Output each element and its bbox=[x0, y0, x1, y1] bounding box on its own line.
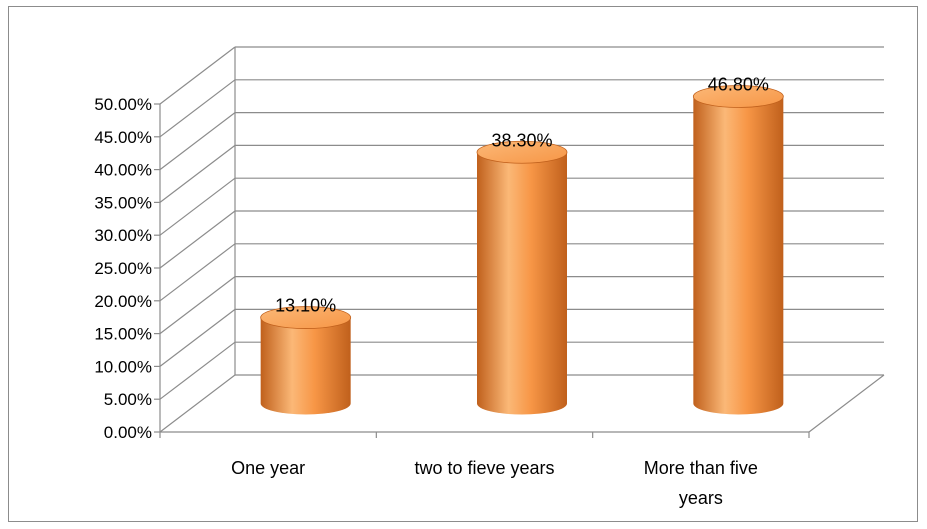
category-label: two to fieve years bbox=[414, 458, 554, 478]
bars bbox=[260, 85, 784, 415]
floor-edge bbox=[808, 374, 885, 433]
bar-top bbox=[260, 306, 352, 329]
y-tick-label: 30.00% bbox=[94, 226, 152, 245]
gridline-side bbox=[159, 308, 236, 367]
data-label: 46.80% bbox=[708, 74, 769, 94]
y-tick-label: 0.00% bbox=[104, 423, 152, 442]
bar-top bbox=[692, 85, 784, 108]
y-tick-label: 35.00% bbox=[94, 193, 152, 212]
y-tick-label: 20.00% bbox=[94, 292, 152, 311]
gridline-side bbox=[159, 46, 236, 105]
y-axis-ticks: 0.00% 5.00% 10.00% 15.00% 20.00% 25.00% 30.00%… bbox=[94, 95, 160, 442]
bar-body bbox=[693, 96, 784, 415]
data-label: 13.10% bbox=[275, 296, 336, 316]
y-tick-label: 50.00% bbox=[94, 95, 152, 114]
x-axis-categories: One year two to fieve years More than five… bbox=[231, 458, 758, 508]
category-label: One year bbox=[231, 458, 305, 478]
category-label: More than five years bbox=[644, 458, 758, 508]
y-tick-label: 5.00% bbox=[104, 390, 152, 409]
bar-2 bbox=[476, 140, 568, 415]
data-labels: 13.10% 38.30% 46.80% bbox=[275, 74, 769, 315]
data-label: 38.30% bbox=[491, 130, 552, 150]
gridline-side bbox=[159, 374, 236, 433]
axes bbox=[159, 47, 885, 438]
gridline-side bbox=[159, 177, 236, 236]
bar-3 bbox=[692, 85, 784, 415]
y-tick-label: 10.00% bbox=[94, 357, 152, 376]
gridline-side bbox=[159, 341, 236, 400]
y-tick-label: 40.00% bbox=[94, 161, 152, 180]
y-tick-label: 45.00% bbox=[94, 128, 152, 147]
bar-body bbox=[260, 317, 351, 415]
gridline-side bbox=[159, 243, 236, 302]
y-tick-label: 25.00% bbox=[94, 259, 152, 278]
gridline-side bbox=[159, 79, 236, 138]
gridline-side bbox=[159, 144, 236, 203]
bar-body bbox=[477, 152, 567, 415]
bar-1 bbox=[260, 306, 352, 415]
gridline-side bbox=[159, 210, 236, 269]
gridline-side bbox=[159, 112, 236, 171]
bar-top bbox=[476, 140, 568, 164]
y-tick-label: 15.00% bbox=[94, 325, 152, 344]
gridline-side bbox=[159, 276, 236, 335]
